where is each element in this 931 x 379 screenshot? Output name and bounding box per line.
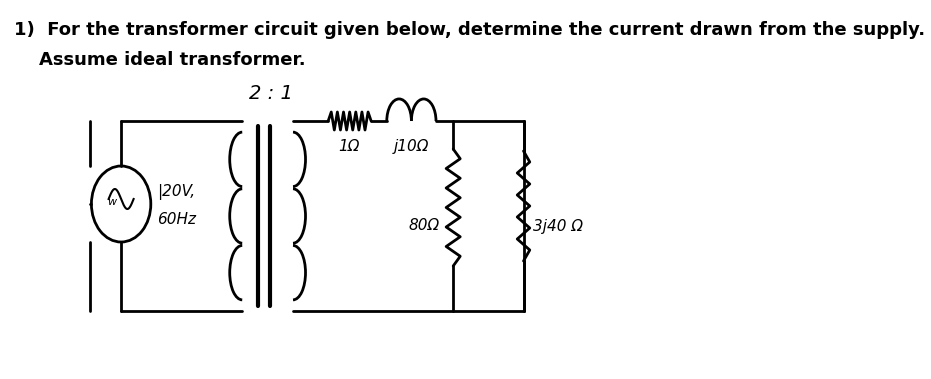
Text: 1Ω: 1Ω — [339, 139, 360, 154]
Text: |20V,: |20V, — [157, 184, 196, 200]
Text: j10Ω: j10Ω — [393, 139, 428, 154]
Text: 80Ω: 80Ω — [408, 219, 439, 233]
Text: 2 : 1: 2 : 1 — [250, 84, 293, 103]
Text: 1)  For the transformer circuit given below, determine the current drawn from th: 1) For the transformer circuit given bel… — [14, 21, 925, 39]
Text: w: w — [107, 197, 116, 207]
Text: 3j40 Ω: 3j40 Ω — [533, 219, 583, 233]
Text: Assume ideal transformer.: Assume ideal transformer. — [14, 51, 305, 69]
Text: 60Hz: 60Hz — [157, 213, 196, 227]
